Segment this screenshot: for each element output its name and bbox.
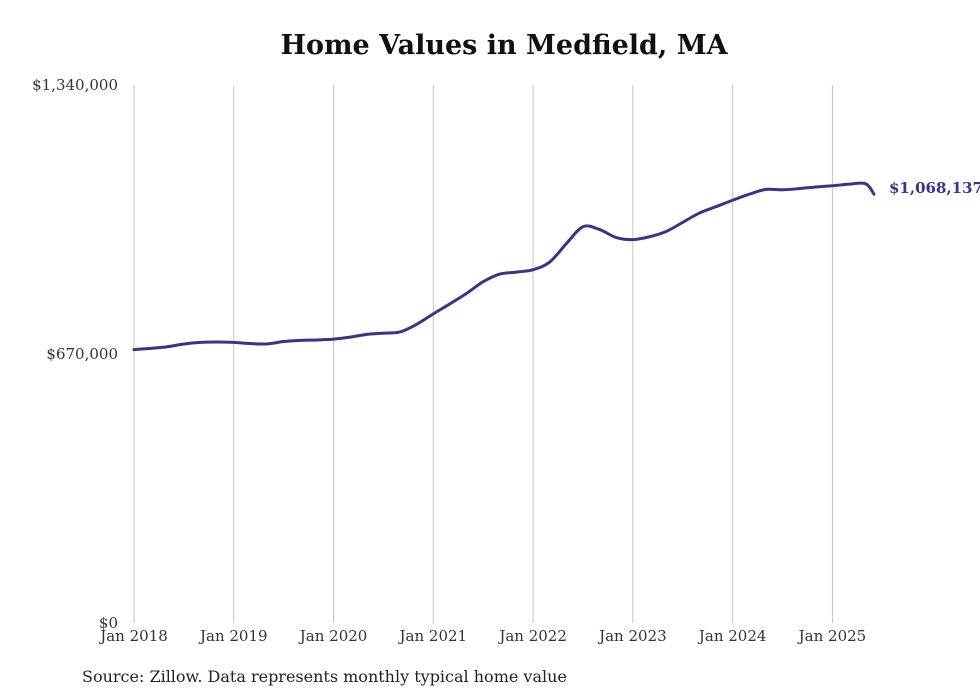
x-tick-label: Jan 2022: [497, 627, 567, 645]
x-tick-label: Jan 2021: [398, 627, 468, 645]
series-line: [132, 181, 876, 352]
y-tick-label: $670,000: [46, 345, 118, 363]
x-tick-label: Jan 2018: [98, 627, 168, 645]
line-chart: Jan 2018 Jan 2019 Jan 2020 Jan 2021 Jan 2022…: [32, 76, 980, 645]
y-tick-label: $1,340,000: [32, 76, 118, 94]
x-tick-label: Jan 2023: [597, 627, 667, 645]
x-tick-label: Jan 2024: [697, 627, 767, 645]
source-note: Source: Zillow. Data represents monthly …: [82, 667, 567, 686]
end-value-label: $1,068,137: [889, 179, 980, 197]
chart-title: Home Values in Medfield, MA: [280, 30, 728, 61]
x-tick-label: Jan 2025: [797, 627, 867, 645]
y-tick-label: $0: [99, 614, 118, 632]
x-tick-label: Jan 2019: [198, 627, 268, 645]
x-tick-label: Jan 2020: [298, 627, 368, 645]
